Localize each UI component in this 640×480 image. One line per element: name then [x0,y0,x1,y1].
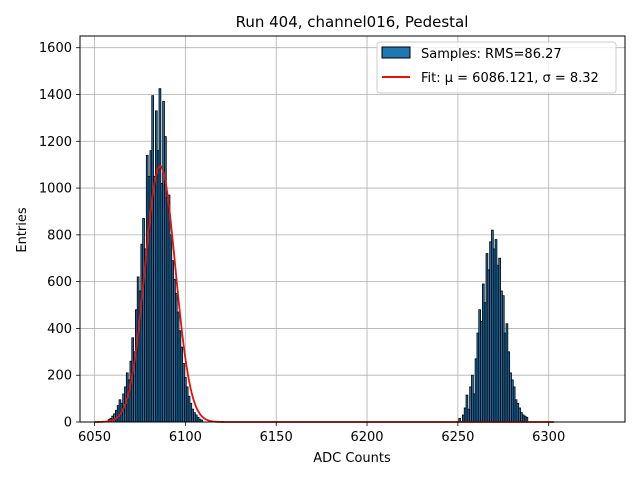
plot-frame [79,35,626,423]
x-tick-label: 6200 [350,430,383,445]
y-axis-label: Entries [15,207,30,253]
x-tick-label: 6150 [260,430,293,445]
x-axis-label: ADC Counts [313,451,391,466]
y-tick-label: 0 [64,416,72,431]
x-tick-label: 6250 [441,430,474,445]
chart-title: Run 404, channel016, Pedestal [236,13,469,31]
legend-samples-label: Samples: RMS=86.27 [421,47,562,62]
legend-samples-swatch [381,46,411,59]
y-tick-label: 600 [47,275,72,290]
y-tick-label: 200 [47,369,72,384]
legend-box [376,41,617,94]
x-tick-label: 6100 [169,430,202,445]
legend-fit-label: Fit: μ = 6086.121, σ = 8.32 [421,71,599,86]
y-tick-label: 1000 [39,182,72,197]
legend: Samples: RMS=86.27 Fit: μ = 6086.121, σ … [376,41,617,94]
x-tick-label: 6300 [532,430,565,445]
axis-ticks: 6050 6100 6150 6200 6250 6300 0 200 400 600 800 100… [39,41,565,445]
y-tick-label: 1600 [39,41,72,56]
x-tick-label: 6050 [78,430,111,445]
y-tick-label: 400 [47,322,72,337]
y-tick-label: 1400 [39,88,72,103]
y-tick-label: 1200 [39,135,72,150]
y-tick-label: 800 [47,228,72,243]
